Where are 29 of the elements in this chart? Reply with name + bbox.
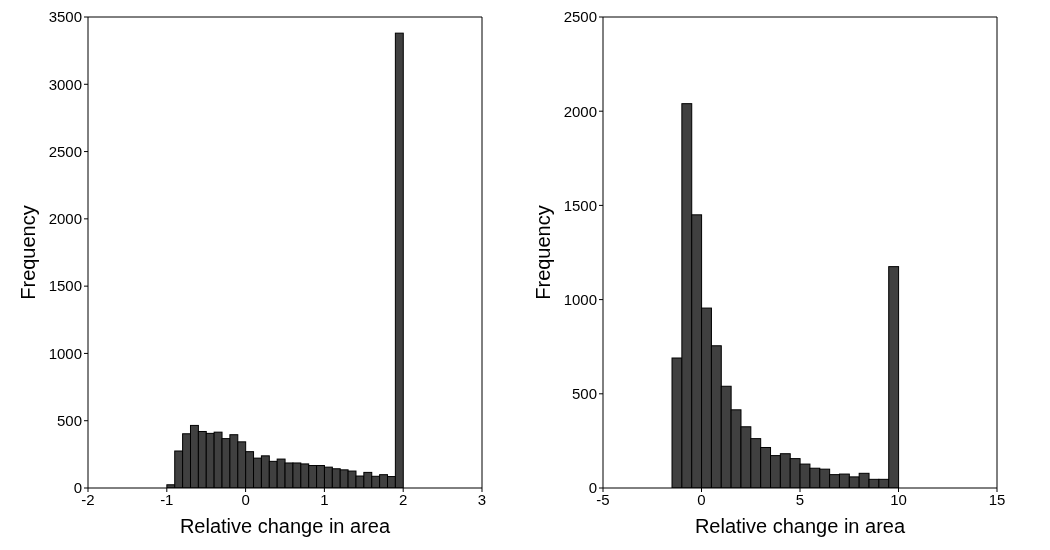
y-axis-title: Frequency [532,205,555,300]
y-tick-label: 0 [73,479,82,497]
y-tick-label: 2000 [48,210,82,228]
y-tick-label: 1500 [563,196,597,214]
y-tick-label: 1000 [48,344,82,362]
x-axis-title: Relative change in area [694,515,906,537]
x-tick-label: -2 [81,490,95,508]
y-tick-label: 500 [571,385,597,403]
x-tick-label: 5 [795,490,805,508]
y-tick-label: 1000 [563,290,597,308]
x-tick-label: 10 [890,490,907,508]
y-tick-label: 500 [56,412,82,430]
x-tick-label: 1 [320,490,329,508]
y-tick-label: 3500 [48,8,82,26]
x-tick-label: 0 [241,490,250,508]
x-axis-title: Relative change in area [179,515,391,537]
y-tick-label: 1500 [48,277,82,295]
x-tick-label: 2 [399,490,408,508]
y-tick-label: 2500 [48,142,82,160]
y-tick-label: 2000 [563,102,597,120]
x-tick-label: 3 [477,490,487,508]
x-tick-label: -5 [596,490,610,508]
x-tick-label: -1 [160,490,174,508]
y-tick-label: 2500 [563,8,597,26]
y-tick-label: 3000 [48,75,82,93]
x-tick-label: 15 [988,490,1006,508]
x-tick-label: 0 [697,490,706,508]
y-tick-label: 0 [588,479,597,497]
y-axis-title: Frequency [17,205,40,300]
